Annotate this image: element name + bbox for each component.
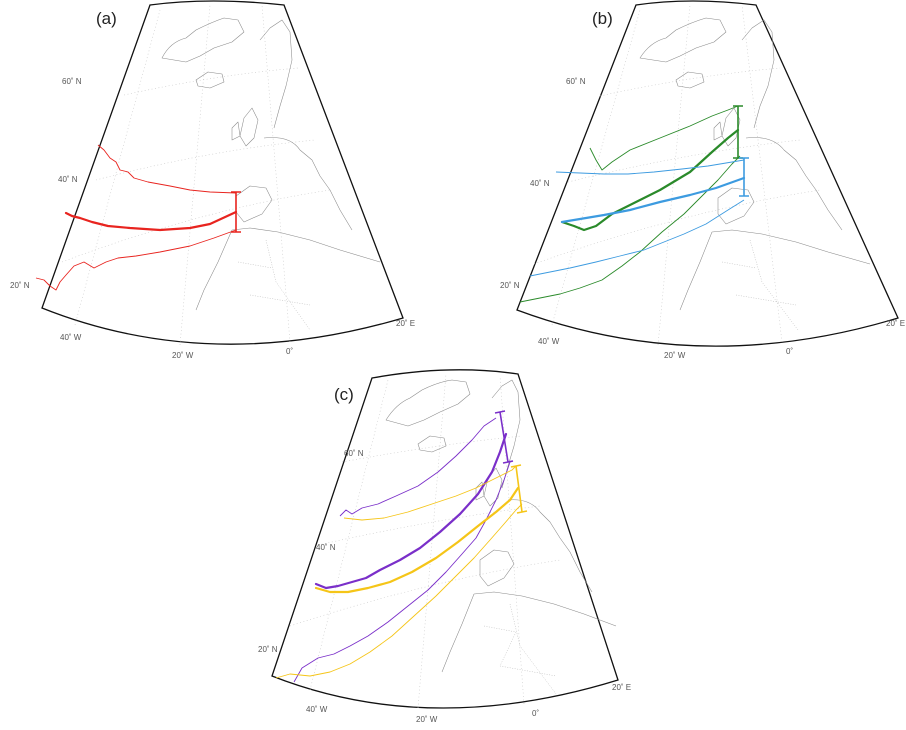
lon-label-a-0: 0˚: [286, 347, 293, 356]
map-frame-b: [516, 0, 899, 347]
lon-label-b-20w: 20˚ W: [664, 351, 686, 360]
scandinavia-coast: [259, 19, 293, 129]
graticule-b: [533, 4, 821, 346]
track-c-purple-mean: [314, 432, 508, 590]
lon-label-c-40w: 40˚ W: [306, 705, 328, 714]
coastlines-c: [385, 379, 617, 695]
lon-label-c-20e: 20˚ E: [612, 683, 631, 692]
lon-label-c-20w: 20˚ W: [416, 715, 438, 724]
tracks-a: [35, 144, 241, 291]
lat-label-b-40: 40˚ N: [530, 179, 550, 188]
lat-label-a-40: 40˚ N: [58, 175, 78, 184]
lat-label-c-40: 40˚ N: [316, 543, 336, 552]
lon-label-a-40w: 40˚ W: [60, 333, 82, 342]
lon-label-b-0: 0˚: [786, 347, 793, 356]
panel-a: (a) 60˚ N 40˚ N 20˚ N 40˚ W 20˚ W 0˚ 20˚…: [10, 0, 415, 360]
graticule-a: [61, 4, 331, 346]
map-frame-c: [271, 369, 619, 709]
africa-coast: [195, 227, 381, 311]
greenland-coast: [161, 17, 245, 63]
iberia-coast: [235, 185, 273, 223]
lat-label-a-20: 20˚ N: [10, 281, 30, 290]
track-a-endbar: [231, 191, 241, 233]
coastlines-b: [639, 17, 871, 331]
lat-label-b-20: 20˚ N: [500, 281, 520, 290]
lat-label-c-20: 20˚ N: [258, 645, 278, 654]
panel-label-b: (b): [592, 9, 613, 28]
coastlines-a: [161, 17, 381, 331]
track-c-yellow-upper: [343, 465, 517, 521]
panel-c: (c) 60˚ N 40˚ N 20˚ N 40˚ W 20˚ W 0˚ 20˚…: [258, 369, 631, 724]
map-frame-a: [41, 0, 404, 345]
track-a-upper: [97, 144, 237, 194]
track-c-yellow-lower: [275, 503, 523, 679]
track-b-blue-upper: [555, 159, 745, 175]
lon-label-b-20e: 20˚ E: [886, 319, 905, 328]
track-a-lower: [35, 229, 237, 291]
lon-label-a-20w: 20˚ W: [172, 351, 194, 360]
panel-label-c: (c): [334, 385, 354, 404]
track-b-blue-mean: [560, 176, 746, 224]
track-c-purple-endbar: [494, 410, 514, 464]
track-b-green-mean: [560, 128, 740, 232]
lat-label-b-60: 60˚ N: [566, 77, 586, 86]
europe-coast: [263, 137, 353, 231]
track-c-purple-lower: [293, 461, 511, 683]
tracks-c: [275, 410, 528, 683]
lon-label-b-40w: 40˚ W: [538, 337, 560, 346]
track-b-green-upper: [589, 105, 739, 171]
track-c-yellow-mean: [314, 486, 520, 594]
tracks-b: [519, 105, 749, 303]
track-a-mean: [64, 210, 238, 232]
lon-label-a-20e: 20˚ E: [396, 319, 415, 328]
track-c-yellow-endbar: [510, 464, 528, 514]
iceland-coast: [195, 71, 225, 89]
british-isles-coast: [231, 107, 259, 147]
lon-label-c-0: 0˚: [532, 709, 539, 718]
track-c-purple-upper: [339, 417, 497, 517]
track-b-blue-lower: [529, 199, 745, 277]
lat-label-a-60: 60˚ N: [62, 77, 82, 86]
panel-label-a: (a): [96, 9, 117, 28]
panel-b: (b) 60˚ N 40˚ N 20˚ N 40˚ W 20˚ W 0˚ 20˚…: [500, 0, 905, 360]
lat-label-c-60: 60˚ N: [344, 449, 364, 458]
track-b-blue-endbar: [739, 157, 749, 197]
track-b-green-lower: [519, 155, 741, 303]
graticule-c: [289, 373, 561, 709]
